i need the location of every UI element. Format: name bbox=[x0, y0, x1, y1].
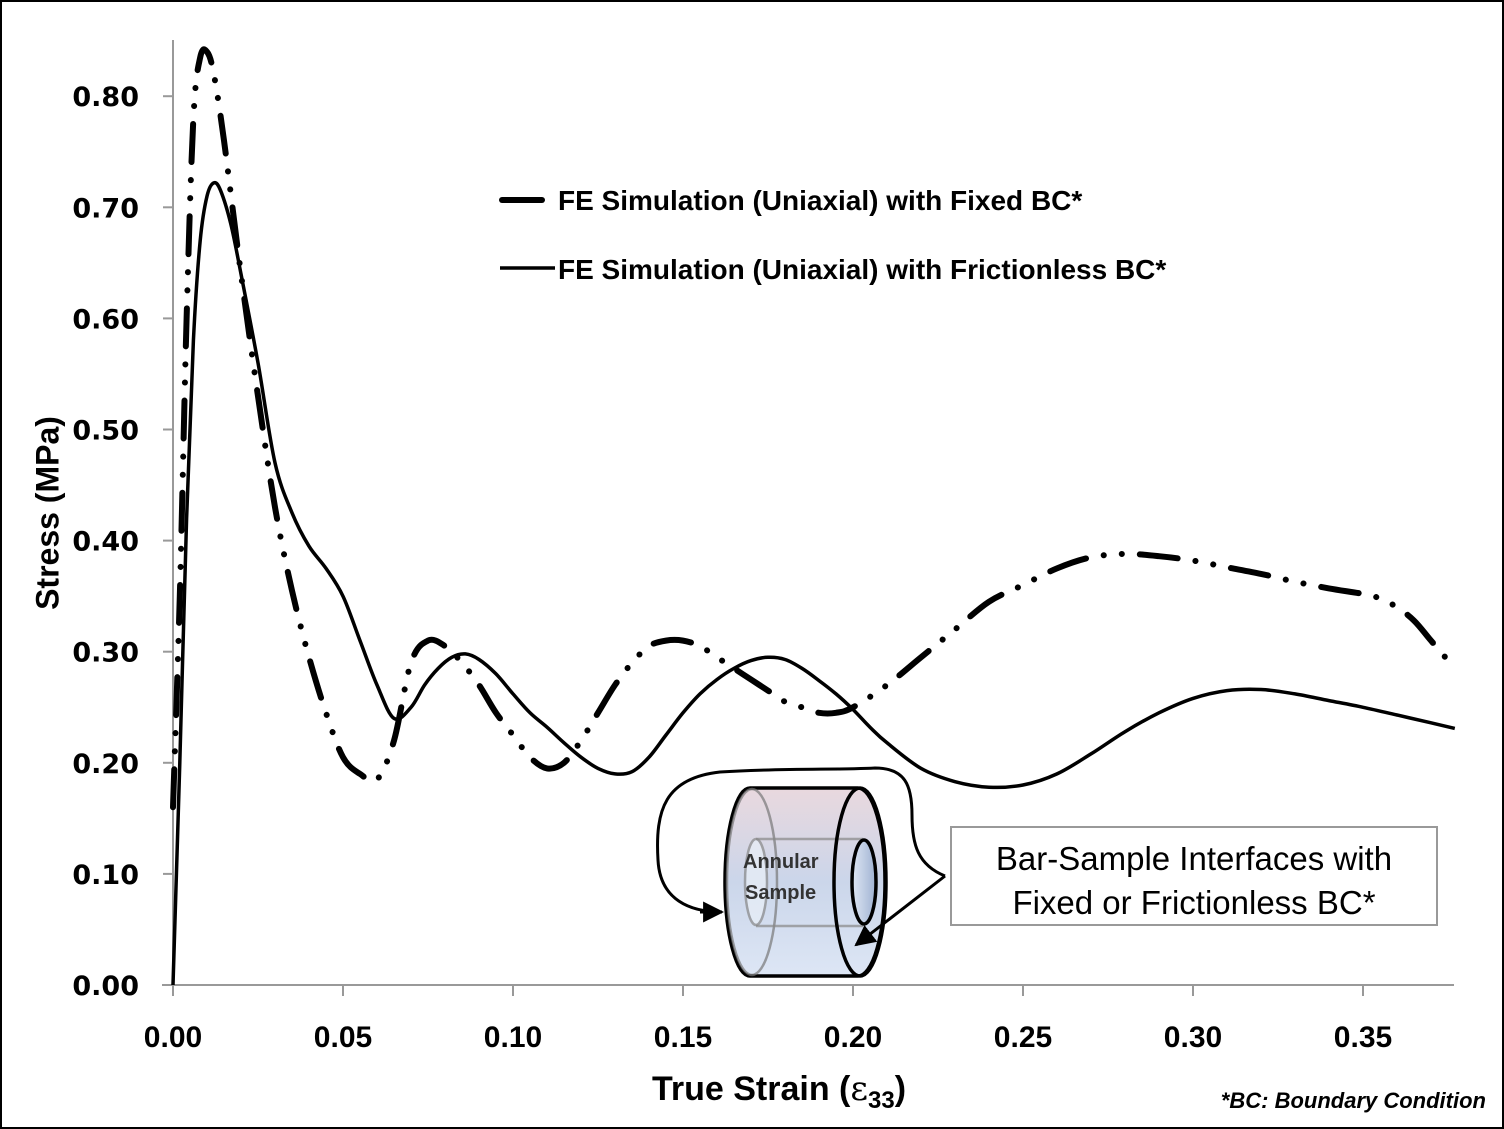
connector-arrow-right bbox=[854, 874, 946, 947]
y-tick-label: 0.50 bbox=[72, 416, 139, 447]
x-axis-title-symbol: ε bbox=[850, 1069, 868, 1109]
x-tick-label: 0.35 bbox=[1334, 1021, 1392, 1054]
legend: FE Simulation (Uniaxial) with Fixed BC* … bbox=[499, 185, 1166, 285]
y-tick-label: 0.10 bbox=[72, 860, 139, 891]
cylinder-back-rim bbox=[725, 787, 779, 977]
x-tick-label: 0.25 bbox=[994, 1021, 1052, 1054]
y-axis-title: Stress (MPa) bbox=[29, 416, 65, 610]
x-tick-label: 0.00 bbox=[144, 1021, 202, 1054]
cylinder-front-hole bbox=[850, 838, 878, 926]
y-tick-label: 0.30 bbox=[72, 638, 139, 669]
y-tick-label: 0.00 bbox=[72, 971, 139, 1002]
legend-item-fixed: FE Simulation (Uniaxial) with Fixed BC* bbox=[499, 185, 1082, 216]
connector-loop bbox=[656, 766, 946, 914]
axes: 0.00 0.10 0.20 0.30 0.40 0.50 0.60 0.70 0.80 0.0… bbox=[72, 40, 1454, 1054]
x-axis-title-main: True Strain ( bbox=[652, 1070, 851, 1108]
y-tick-label: 0.80 bbox=[72, 82, 139, 113]
inner-bore-back bbox=[743, 837, 769, 927]
x-tick-label: 0.10 bbox=[484, 1021, 542, 1054]
legend-item-frictionless: FE Simulation (Uniaxial) with Frictionle… bbox=[500, 254, 1166, 285]
x-tick-label: 0.30 bbox=[1164, 1021, 1222, 1054]
x-axis-title: True Strain (ε33) bbox=[652, 1069, 906, 1114]
callout-line2: Fixed or Frictionless BC* bbox=[1012, 884, 1375, 921]
callout-line1: Bar-Sample Interfaces with bbox=[996, 840, 1392, 877]
annular-sample-illustration: Annular Sample Bar-Sample Interfaces wit… bbox=[656, 766, 1438, 978]
x-tick-label: 0.15 bbox=[654, 1021, 712, 1054]
y-tick-label: 0.70 bbox=[72, 193, 139, 224]
x-tick-label: 0.20 bbox=[824, 1021, 882, 1054]
y-tick-label: 0.60 bbox=[72, 304, 139, 335]
y-tick-label: 0.40 bbox=[72, 527, 139, 558]
sample-label-line2: Sample bbox=[745, 882, 816, 904]
series-line-fixed-bc bbox=[170, 46, 1458, 811]
x-axis-title-subscript: 33 bbox=[868, 1087, 895, 1114]
series-line-frictionless-bc bbox=[171, 180, 1456, 986]
x-tick-label: 0.05 bbox=[314, 1021, 372, 1054]
x-axis-title-close: ) bbox=[895, 1070, 906, 1108]
cylinder-front-face bbox=[832, 786, 888, 978]
sample-label-line1: Annular bbox=[743, 851, 819, 873]
callout-box bbox=[950, 826, 1438, 926]
legend-label-frictionless: FE Simulation (Uniaxial) with Frictionle… bbox=[558, 254, 1166, 285]
series-layer bbox=[170, 46, 1458, 986]
y-tick-label: 0.20 bbox=[72, 749, 139, 780]
legend-label-fixed: FE Simulation (Uniaxial) with Fixed BC* bbox=[558, 185, 1082, 216]
footnote: *BC: Boundary Condition bbox=[1221, 1088, 1486, 1113]
